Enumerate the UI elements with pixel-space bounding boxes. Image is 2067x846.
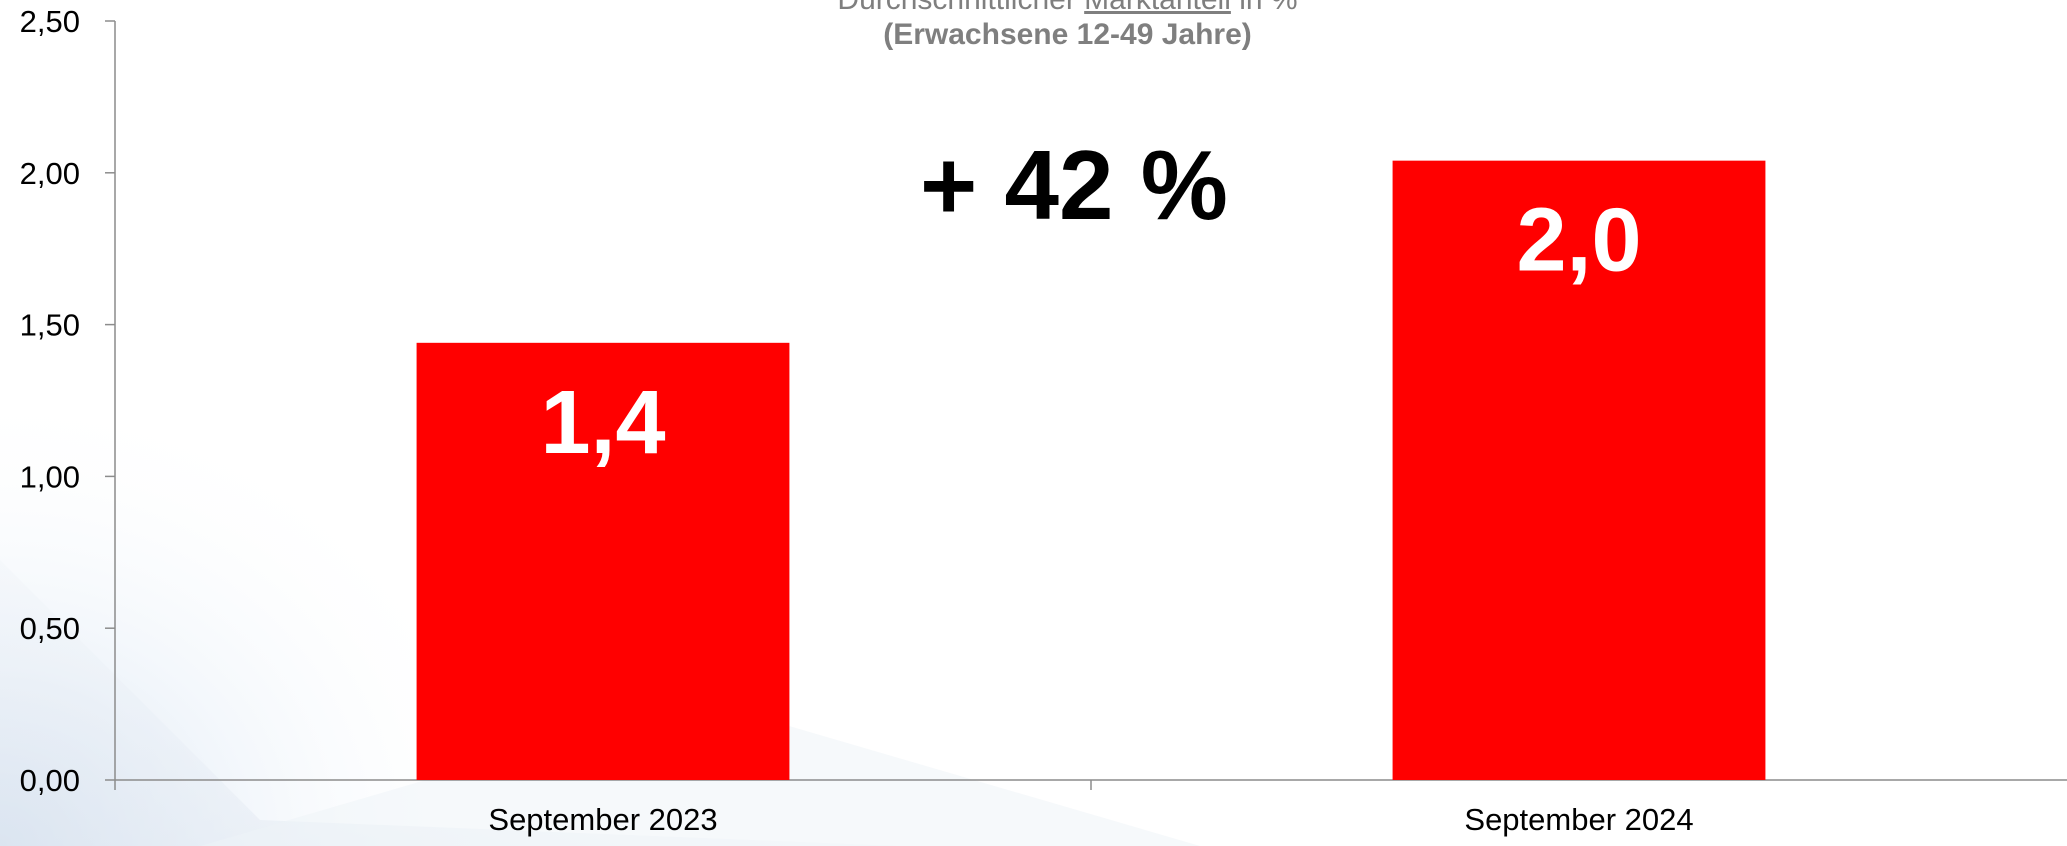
chart-title-prefix: Durchschnittlicher — [837, 0, 1084, 16]
x-tick-label: September 2024 — [1464, 802, 1693, 837]
chart-title-underlined: Marktanteil — [1084, 0, 1231, 16]
y-tick-label: 2,50 — [20, 4, 80, 39]
bar — [416, 342, 790, 780]
chart-title-suffix: in % — [1231, 0, 1297, 16]
bars — [416, 160, 1766, 780]
y-axis: 0,00 0,50 1,00 1,50 2,00 2,50 — [20, 4, 116, 798]
y-tick-label: 0,00 — [20, 763, 80, 798]
y-tick-label: 1,00 — [20, 459, 80, 494]
x-axis: September 2023 September 2024 — [114, 779, 2067, 837]
data-labels: 1,4 2,0 — [540, 191, 1641, 473]
data-label: 1,4 — [540, 373, 665, 473]
bar — [1392, 160, 1766, 780]
data-label: 2,0 — [1516, 191, 1641, 291]
y-tick-label: 2,00 — [20, 156, 80, 191]
change-annotation: + 42 % — [920, 130, 1228, 240]
y-tick-label: 1,50 — [20, 308, 80, 343]
chart-subtitle: (Erwachsene 12-49 Jahre) — [883, 18, 1252, 51]
x-tick-label: September 2023 — [488, 802, 717, 837]
y-tick-label: 0,50 — [20, 611, 80, 646]
chart-title: Durchschnittlicher Marktanteil in % — [0, 0, 2067, 18]
